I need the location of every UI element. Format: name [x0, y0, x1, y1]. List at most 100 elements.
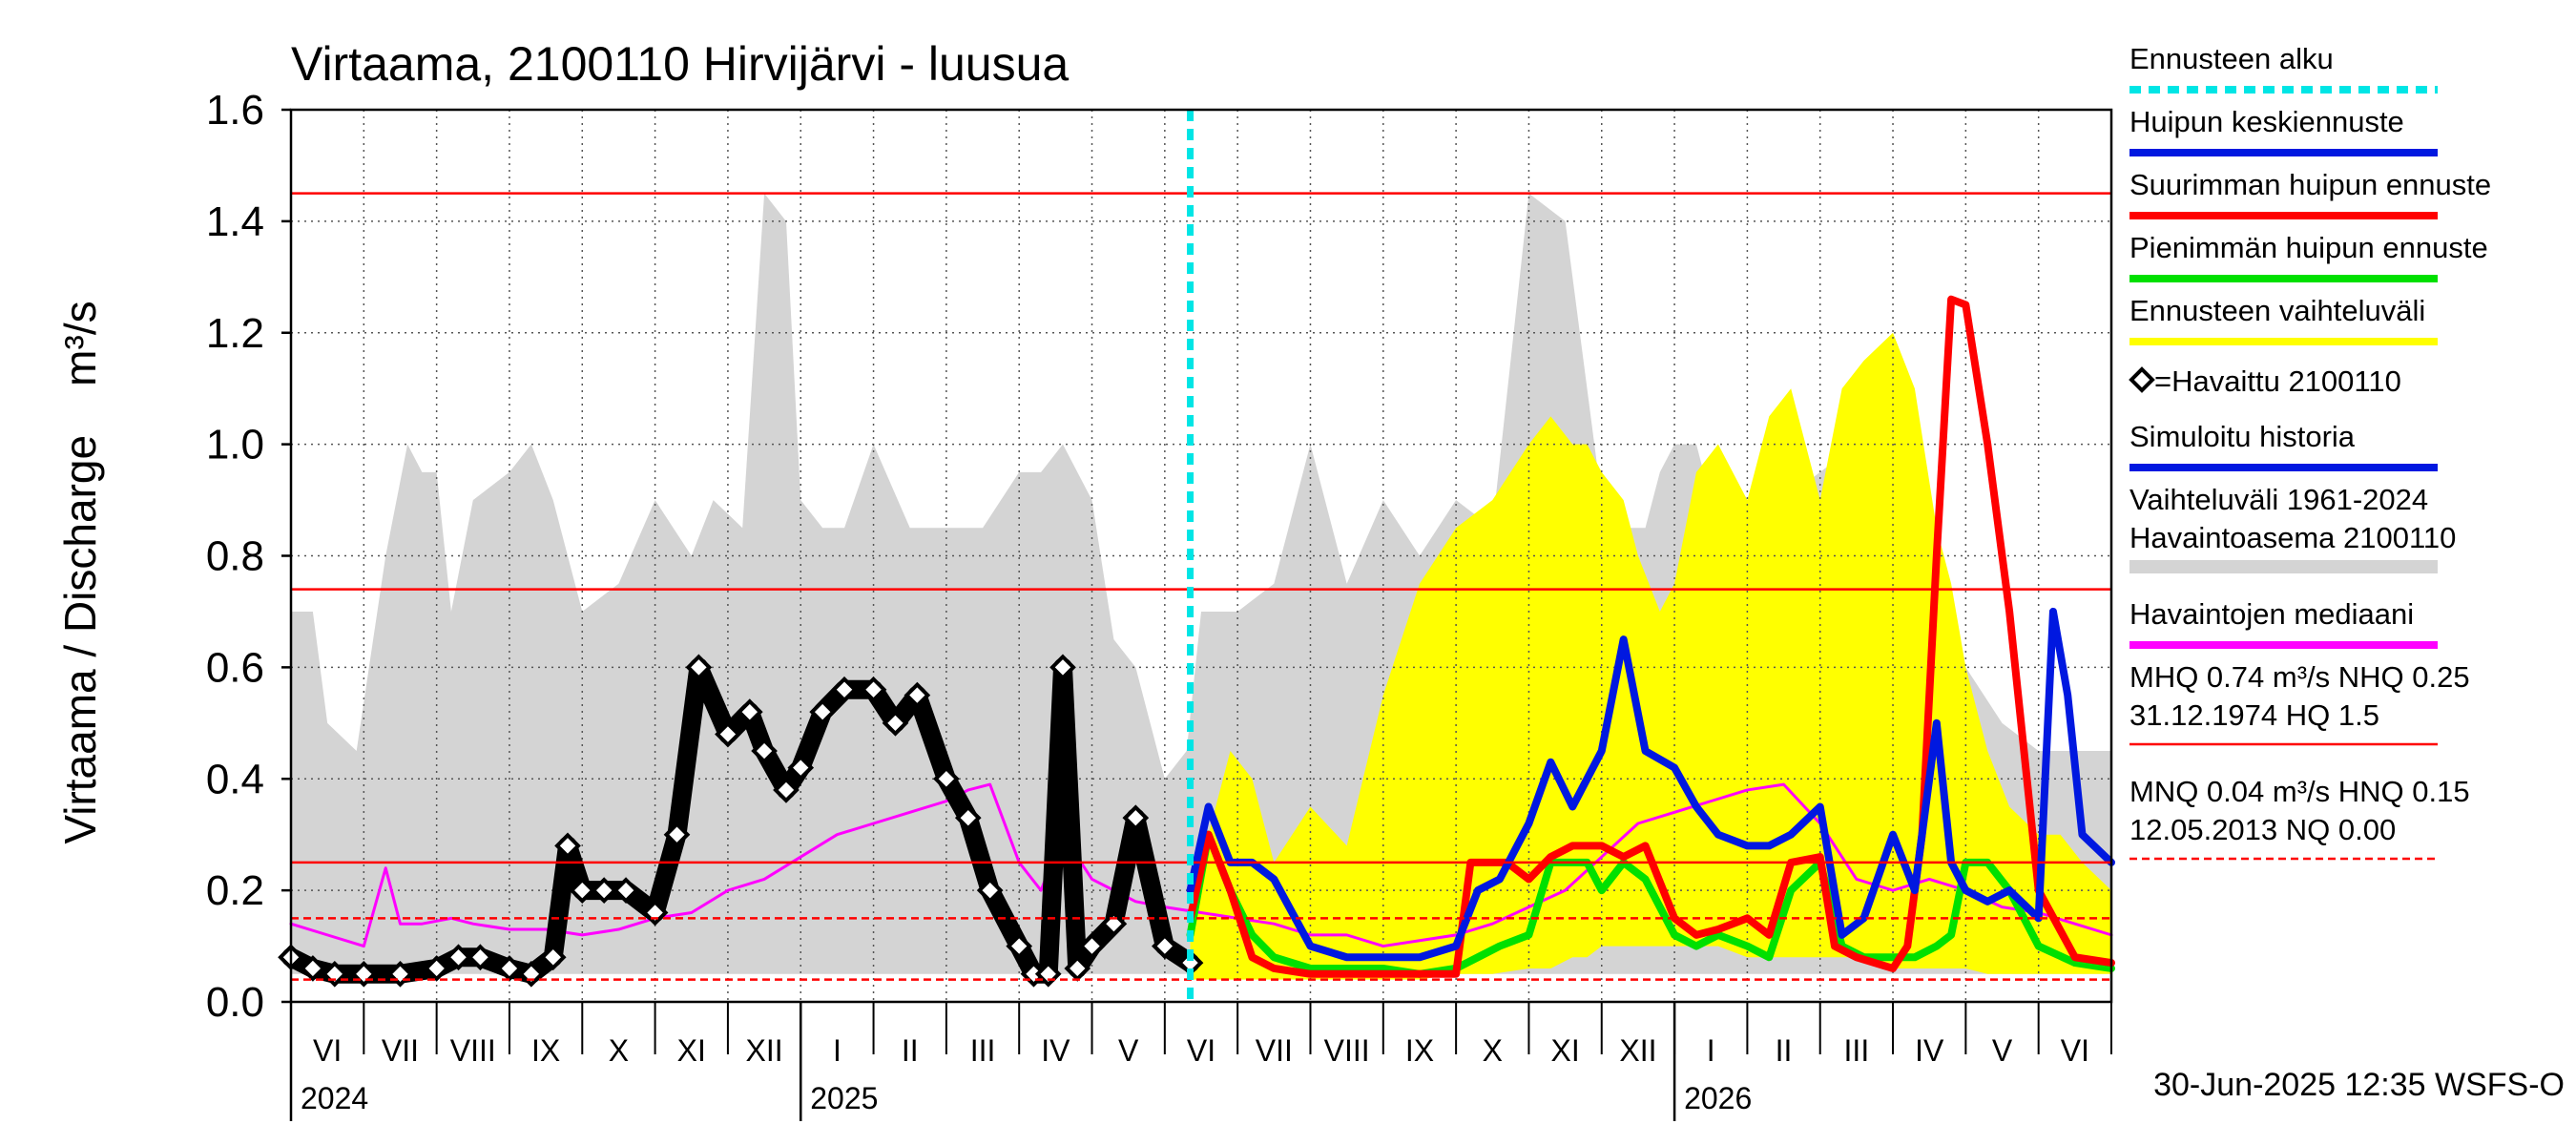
observed-point-marker [715, 720, 741, 748]
y-tick-label: 0.8 [206, 533, 264, 580]
month-label: XI [677, 1033, 706, 1068]
observed-point-marker [1152, 932, 1178, 960]
legend-label: MHQ 0.74 m³/s NHQ 0.25 [2129, 660, 2470, 694]
observed-point-marker [809, 698, 836, 725]
legend-label: =Havaittu 2100110 [2154, 364, 2401, 398]
y-tick-label: 0.0 [206, 979, 264, 1026]
legend-item: MNQ 0.04 m³/s HNQ 0.15 12.05.2013 NQ 0.00 [2129, 775, 2470, 861]
legend-label: Pienimmän huipun ennuste [2129, 231, 2488, 264]
month-label: VII [1256, 1033, 1293, 1068]
legend-label: Suurimman huipun ennuste [2129, 168, 2491, 201]
observed-point-marker [591, 877, 618, 904]
legend-label: Huipun keskiennuste [2129, 105, 2404, 138]
month-label: XI [1550, 1033, 1579, 1068]
observed-point-marker [663, 821, 691, 848]
month-label: X [609, 1033, 629, 1068]
month-label: X [1483, 1033, 1503, 1068]
observed-point-marker [933, 765, 960, 793]
observed-point-marker [641, 899, 669, 926]
y-tick-label: 1.0 [206, 422, 264, 468]
legend-item: =Havaittu 2100110 [2129, 364, 2401, 398]
year-label: 2026 [1684, 1081, 1752, 1115]
observed-point-marker [423, 955, 450, 982]
month-label: II [1776, 1033, 1793, 1068]
legend-item: Havaintojen mediaani [2129, 597, 2438, 649]
observed-point-marker [467, 944, 494, 971]
observed-point-marker [773, 777, 800, 803]
legend-item: Suurimman huipun ennuste [2129, 168, 2491, 219]
legend-label-secondary: 31.12.1974 HQ 1.5 [2129, 698, 2379, 732]
month-label: VIII [450, 1033, 496, 1068]
month-label: VI [1187, 1033, 1215, 1068]
observed-point-marker [904, 681, 931, 709]
y-tick-label: 0.6 [206, 644, 264, 691]
month-label: III [970, 1033, 996, 1068]
month-label: VI [2061, 1033, 2089, 1068]
observed-point-marker [1006, 932, 1033, 960]
month-label: VIII [1324, 1033, 1370, 1068]
month-label: V [1992, 1033, 2013, 1068]
observed-point-marker [787, 754, 815, 781]
y-tick-label: 1.6 [206, 87, 264, 134]
y-axis-label: Virtaama / Discharge m³/s [55, 301, 105, 843]
observed-point-marker [300, 955, 326, 982]
y-tick-label: 1.4 [206, 198, 264, 245]
observed-point-marker [736, 698, 763, 725]
legend-label: Ennusteen alku [2129, 42, 2334, 75]
legend-label-secondary: 12.05.2013 NQ 0.00 [2129, 813, 2396, 846]
observed-point-marker [1034, 960, 1062, 988]
observed-point-marker [613, 877, 639, 904]
observed-point-marker [518, 960, 545, 988]
reference-lines [291, 110, 2111, 1002]
observed-point-marker [1100, 910, 1128, 938]
observed-point-marker [554, 832, 581, 860]
legend-label: MNQ 0.04 m³/s HNQ 0.15 [2129, 775, 2470, 808]
forecast-range-area [1190, 332, 2111, 980]
observed-point-marker [751, 738, 778, 764]
legend-label-secondary: Havaintoasema 2100110 [2129, 521, 2456, 554]
month-label: IX [531, 1033, 560, 1068]
month-label: IV [1915, 1033, 1944, 1068]
legend: Ennusteen alku Huipun keskiennuste Suurimm… [2129, 42, 2491, 861]
month-label: XII [746, 1033, 783, 1068]
month-label: XII [1619, 1033, 1656, 1068]
observed-point-marker [860, 676, 887, 703]
observed-point-marker [976, 877, 1004, 904]
y-tick-label: 0.4 [206, 756, 264, 802]
observed-point-marker [539, 944, 567, 971]
month-label: III [1844, 1033, 1870, 1068]
legend-item: MHQ 0.74 m³/s NHQ 0.25 31.12.1974 HQ 1.5 [2129, 660, 2470, 746]
observed-point-marker [954, 804, 982, 831]
y-tick-label: 1.2 [206, 310, 264, 357]
month-label: I [833, 1033, 841, 1068]
observed-point-marker [1122, 804, 1150, 831]
year-label: 2025 [810, 1081, 878, 1115]
legend-label: Simuloitu historia [2129, 420, 2356, 453]
mean-peak-forecast-line [1186, 607, 2115, 962]
month-label: V [1118, 1033, 1139, 1068]
month-label: VI [313, 1033, 342, 1068]
legend-label: Ennusteen vaihteluväli [2129, 294, 2425, 327]
legend-item: Huipun keskiennuste [2129, 105, 2438, 156]
observed-point-marker [882, 709, 909, 737]
observed-point-marker [1049, 654, 1076, 681]
month-label: I [1707, 1033, 1715, 1068]
legend-item: Ennusteen vaihteluväli [2129, 294, 2438, 345]
month-label: II [902, 1033, 919, 1068]
chart-title: Virtaama, 2100110 Hirvijärvi - luusua [291, 37, 1069, 91]
legend-item: Vaihteluväli 1961-2024 Havaintoasema 210… [2129, 483, 2456, 573]
legend-item: Pienimmän huipun ennuste [2129, 231, 2488, 282]
legend-label: Havaintojen mediaani [2129, 597, 2414, 631]
month-label: IX [1405, 1033, 1434, 1068]
legend-label: Vaihteluväli 1961-2024 [2129, 483, 2428, 516]
observed-point-marker [831, 676, 858, 703]
data-layer [278, 109, 2115, 1003]
month-label: IV [1041, 1033, 1070, 1068]
year-label: 2024 [301, 1081, 368, 1115]
footer-timestamp: 30-Jun-2025 12:35 WSFS-O [2153, 1067, 2565, 1103]
legend-item: Simuloitu historia [2129, 420, 2438, 471]
legend-item: Ennusteen alku [2129, 42, 2438, 94]
min-peak-forecast-line [1186, 830, 2115, 978]
